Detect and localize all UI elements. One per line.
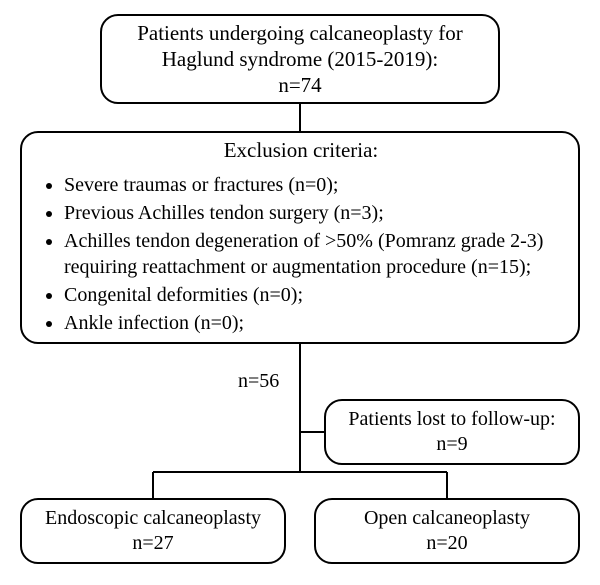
node-endoscopic: Endoscopic calcaneoplasty n=27 (20, 498, 286, 564)
exclusion-bullet: Previous Achilles tendon surgery (n=3); (64, 200, 560, 226)
open-line1: Open calcaneoplasty (364, 506, 530, 531)
endoscopic-line1: Endoscopic calcaneoplasty (45, 506, 261, 531)
start-line2: Haglund syndrome (2015-2019): (162, 46, 438, 72)
exclusion-bullet: Achilles tendon degeneration of >50% (Po… (64, 228, 560, 280)
exclusion-bullet: Congenital deformities (n=0); (64, 282, 560, 308)
node-start: Patients undergoing calcaneoplasty for H… (100, 14, 500, 104)
exclusion-bullets: Severe traumas or fractures (n=0);Previo… (42, 170, 560, 338)
exclusion-bullet: Ankle infection (n=0); (64, 310, 560, 336)
node-lost-to-followup: Patients lost to follow-up: n=9 (324, 399, 580, 465)
start-line1: Patients undergoing calcaneoplasty for (137, 20, 463, 46)
node-exclusion: Exclusion criteria: Severe traumas or fr… (20, 131, 580, 344)
endoscopic-line2: n=27 (132, 531, 173, 556)
open-line2: n=20 (426, 531, 467, 556)
mid-count-label: n=56 (238, 370, 279, 393)
exclusion-title: Exclusion criteria: (42, 137, 560, 163)
flowchart-canvas: Patients undergoing calcaneoplasty for H… (0, 0, 600, 585)
lost-line1: Patients lost to follow-up: (348, 407, 555, 432)
node-open: Open calcaneoplasty n=20 (314, 498, 580, 564)
lost-line2: n=9 (436, 432, 467, 457)
exclusion-bullet: Severe traumas or fractures (n=0); (64, 172, 560, 198)
start-line3: n=74 (278, 72, 321, 98)
